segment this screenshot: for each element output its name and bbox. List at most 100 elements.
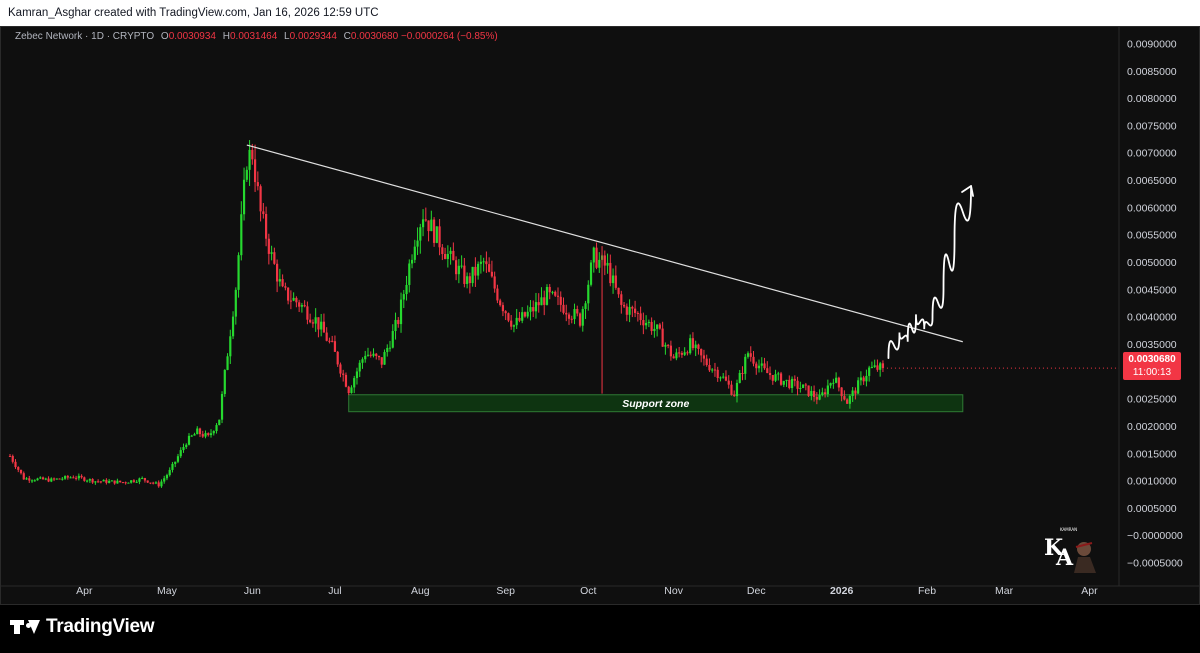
candle-body xyxy=(499,300,502,306)
candle-body xyxy=(11,456,14,462)
symbol-legend: Zebec Network · 1D · CRYPTO O0.0030934 H… xyxy=(15,31,498,42)
candle-body xyxy=(865,375,868,382)
candle-body xyxy=(788,379,791,389)
last-price: 0.0030680 xyxy=(1128,354,1176,365)
candle-body xyxy=(154,482,158,484)
candle-body xyxy=(80,475,83,478)
candle-body xyxy=(656,324,659,329)
candle-body xyxy=(735,382,739,397)
candle-body xyxy=(645,322,648,326)
svg-text:KAMRAN: KAMRAN xyxy=(1060,527,1077,532)
candle-body xyxy=(303,305,306,307)
candle-body xyxy=(25,478,28,480)
candle-body xyxy=(672,356,675,359)
candle-body xyxy=(108,481,111,483)
x-tick-label: Oct xyxy=(580,585,596,597)
candle-body xyxy=(576,309,579,314)
candle-body xyxy=(399,299,403,325)
x-tick-label: May xyxy=(157,585,178,597)
candle-body xyxy=(518,317,521,321)
candle-body xyxy=(339,364,342,374)
candle-body xyxy=(215,425,218,432)
candle-body xyxy=(512,325,516,327)
high-label: H xyxy=(222,31,230,42)
candle-body xyxy=(862,377,865,382)
tradingview-logo[interactable]: TradingView xyxy=(10,616,155,638)
candle-body xyxy=(262,211,265,214)
candle-body xyxy=(204,433,207,437)
candle-body xyxy=(317,317,320,330)
candle-body xyxy=(176,456,180,462)
candle-body xyxy=(36,478,39,481)
tradingview-mark-icon xyxy=(10,618,40,636)
candle-body xyxy=(61,478,64,480)
candle-body xyxy=(377,355,381,358)
candle-body xyxy=(466,276,469,284)
candle-body xyxy=(782,380,785,385)
support-zone xyxy=(348,394,964,413)
y-tick-label: −0.0000000 xyxy=(1127,530,1183,542)
candle-body xyxy=(595,247,598,268)
candle-body xyxy=(190,435,193,437)
candle-body xyxy=(124,482,127,484)
candle-body xyxy=(306,306,309,320)
candle-body xyxy=(504,311,507,314)
candle-body xyxy=(119,480,122,483)
candle-body xyxy=(496,288,499,301)
candle-body xyxy=(187,435,191,445)
candle-body xyxy=(507,313,510,321)
candle-body xyxy=(474,266,477,276)
candle-body xyxy=(625,306,628,315)
candle-body xyxy=(168,469,171,476)
candle-body xyxy=(851,390,854,397)
candle-body xyxy=(402,294,405,300)
candle-body xyxy=(455,260,458,275)
candle-body xyxy=(234,289,237,317)
candle-body xyxy=(88,479,91,481)
candle-body xyxy=(881,363,885,369)
candle-body xyxy=(661,328,664,347)
candle-body xyxy=(309,319,312,323)
candle-body xyxy=(55,478,58,480)
candle-body xyxy=(353,378,356,388)
candle-body xyxy=(91,479,94,483)
candle-body xyxy=(17,467,20,470)
low-label: L xyxy=(284,31,290,42)
candle-body xyxy=(515,317,518,326)
x-tick-label: 2026 xyxy=(830,585,854,597)
candle-body xyxy=(463,265,466,284)
symbol-label[interactable]: Zebec Network · 1D · CRYPTO xyxy=(15,31,155,42)
candlestick-chart[interactable]: 0.0090000 0.0085000 0.0080000 0.0075000 0.00… xyxy=(0,26,1200,605)
candle-body xyxy=(237,255,240,290)
candle-body xyxy=(719,377,722,379)
candle-body xyxy=(556,295,560,297)
candle-body xyxy=(259,186,262,212)
candle-body xyxy=(606,262,609,266)
candle-body xyxy=(416,240,419,247)
candle-body xyxy=(182,447,185,451)
candle-body xyxy=(768,373,772,376)
candle-body xyxy=(276,263,279,282)
candle-body xyxy=(700,348,703,356)
candle-body xyxy=(52,478,56,480)
candle-body xyxy=(196,428,199,435)
candle-body xyxy=(488,264,491,272)
candle-body xyxy=(622,304,626,307)
candle-body xyxy=(460,265,463,267)
candle-body xyxy=(209,433,213,436)
change-value: −0.0000264 (−0.85%) xyxy=(400,31,498,42)
candle-body xyxy=(242,179,246,215)
candle-body xyxy=(658,324,661,329)
candle-body xyxy=(218,419,221,426)
support-zone-label: Support zone xyxy=(622,398,689,410)
candle-body xyxy=(220,393,224,420)
candle-body xyxy=(711,369,714,371)
x-tick-label: Apr xyxy=(1081,585,1098,597)
credit-text: Kamran_Asghar created with TradingView.c… xyxy=(8,7,379,19)
candle-body xyxy=(614,275,617,288)
candle-body xyxy=(386,347,389,353)
candle-body xyxy=(443,254,447,259)
candle-body xyxy=(419,227,422,241)
candle-body xyxy=(193,434,196,436)
candle-body xyxy=(551,291,554,293)
